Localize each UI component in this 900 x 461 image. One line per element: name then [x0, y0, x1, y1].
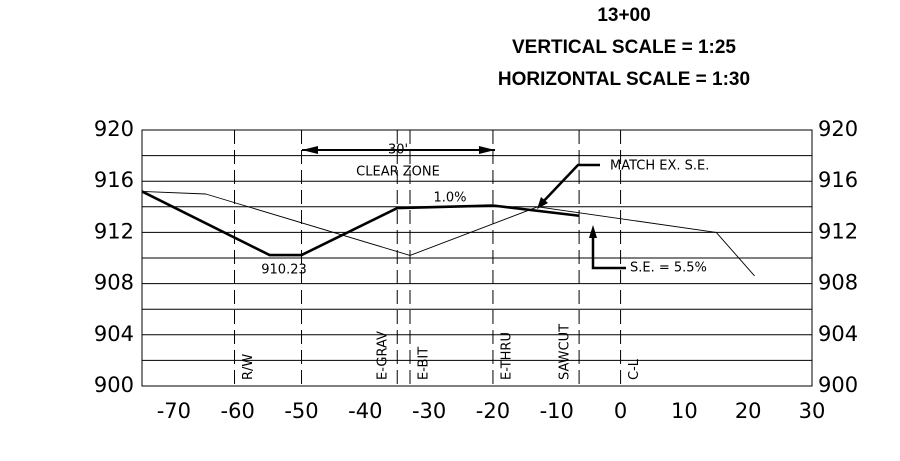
y-tick-label: 920 [94, 117, 134, 141]
offset-label: E-THRU [499, 332, 514, 380]
x-tick-label: -30 [412, 399, 446, 423]
arrowhead [302, 146, 318, 154]
x-tick-label: 30 [799, 399, 826, 423]
y-tick-label: 904 [94, 322, 134, 346]
x-tick-label: -40 [348, 399, 382, 423]
y-tick-label: 916 [94, 168, 134, 192]
arrowhead [537, 197, 548, 209]
offset-label: SAWCUT [558, 324, 573, 380]
annotation: 30' [388, 143, 408, 158]
annotation: CLEAR ZONE [356, 165, 440, 180]
annotation: 910.23 [261, 263, 307, 278]
annotation: MATCH EX. S.E. [610, 159, 709, 174]
y2-tick-label: 908 [818, 271, 858, 295]
y2-tick-label: 916 [818, 168, 858, 192]
x-tick-label: 0 [614, 399, 627, 423]
x-tick-label: 20 [735, 399, 762, 423]
leader-line [591, 236, 626, 270]
y-tick-label: 908 [94, 271, 134, 295]
y-tick-label: 912 [94, 219, 134, 243]
x-tick-label: -50 [284, 399, 318, 423]
y-tick-label: 900 [94, 373, 134, 397]
offset-label: E-GRAV [376, 331, 391, 380]
x-tick-label: 10 [671, 399, 698, 423]
y2-tick-label: 912 [818, 219, 858, 243]
series-line [141, 190, 755, 277]
annotation: S.E. = 5.5% [630, 261, 707, 276]
chart-subtitle: VERTICAL SCALE = 1:25 [512, 37, 736, 58]
chart-title: 13+00 [597, 5, 650, 26]
y2-tick-label: 904 [818, 322, 858, 346]
series-line [141, 190, 580, 257]
offset-label: C-L [627, 358, 642, 380]
x-tick-label: -60 [221, 399, 255, 423]
offset-label: E-BIT [417, 347, 432, 380]
x-tick-label: -70 [157, 399, 191, 423]
y2-tick-label: 900 [818, 373, 858, 397]
offset-label: R/W [241, 354, 256, 380]
leader-line [539, 163, 600, 206]
x-tick-label: -20 [476, 399, 510, 423]
arrowhead [589, 225, 597, 238]
y2-tick-label: 920 [818, 117, 858, 141]
arrowhead [479, 146, 495, 154]
chart-subtitle: HORIZONTAL SCALE = 1:30 [498, 69, 750, 90]
x-tick-label: -10 [540, 399, 574, 423]
annotation: 1.0% [433, 191, 466, 206]
